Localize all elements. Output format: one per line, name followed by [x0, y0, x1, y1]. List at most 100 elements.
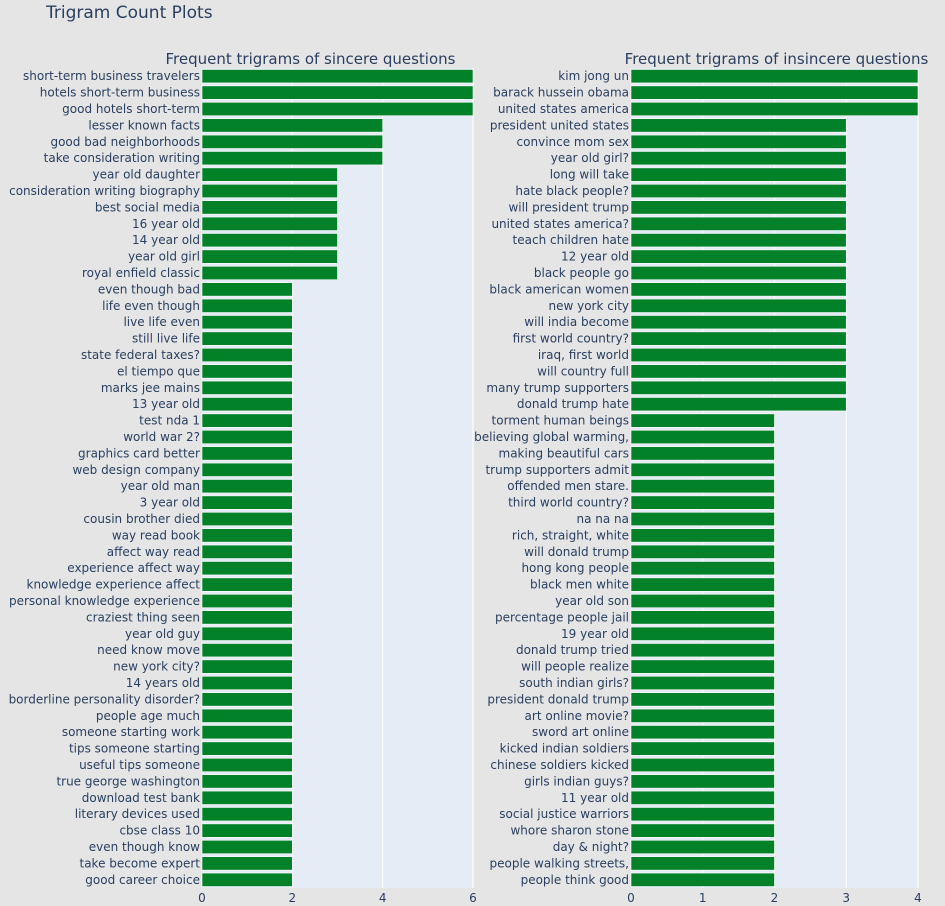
sincere-category-label: even though bad	[98, 282, 200, 296]
insincere-category-label: will donald trump	[524, 545, 629, 559]
insincere-category-label: sword art online	[532, 725, 629, 739]
insincere-bar	[630, 462, 775, 477]
insincere-bar	[630, 216, 847, 231]
sincere-bar	[201, 725, 293, 740]
insincere-category-label: will president trump	[508, 200, 629, 214]
sincere-category-label: el tiempo que	[117, 364, 200, 378]
sincere-category-label: 14 years old	[126, 676, 200, 690]
sincere-bar	[201, 479, 293, 494]
sincere-bar	[201, 741, 293, 756]
insincere-x-tick-label: 4	[914, 891, 922, 905]
sincere-x-tick-label: 4	[379, 891, 387, 905]
sincere-bar	[201, 249, 338, 264]
insincere-category-label: 19 year old	[561, 627, 629, 641]
sincere-bar	[201, 282, 293, 297]
insincere-category-label: art online movie?	[525, 709, 629, 723]
sincere-x-tick-label: 0	[198, 891, 206, 905]
sincere-category-label: people age much	[96, 709, 200, 723]
insincere-category-label: donald trump tried	[516, 643, 629, 657]
sincere-category-label: hotels short-term business	[40, 86, 200, 100]
insincere-category-label: teach children hate	[513, 233, 629, 247]
sincere-bar	[201, 265, 338, 281]
sincere-bar	[201, 708, 293, 723]
sincere-bar	[201, 364, 293, 379]
sincere-bar	[201, 626, 293, 641]
sincere-category-label: take consideration writing	[44, 151, 200, 165]
sincere-bar	[201, 511, 293, 527]
sincere-bar	[201, 429, 293, 445]
insincere-category-label: will country full	[537, 364, 629, 378]
sincere-category-label: royal enfield classic	[82, 266, 200, 280]
insincere-category-label: black people go	[534, 266, 629, 280]
insincere-category-label: donald trump hate	[517, 397, 629, 411]
insincere-category-label: united states america?	[491, 217, 629, 231]
sincere-category-label: life even though	[102, 299, 200, 313]
insincere-category-label: long will take	[550, 168, 629, 182]
sincere-x-tick-label: 6	[469, 891, 477, 905]
insincere-bar	[630, 101, 919, 117]
insincere-category-label: many trump supporters	[486, 381, 629, 395]
insincere-category-label: day & night?	[553, 840, 629, 854]
insincere-bar	[630, 413, 775, 428]
sincere-bar	[201, 331, 293, 346]
insincere-bar	[630, 446, 775, 461]
insincere-bar	[630, 528, 775, 543]
insincere-bar	[630, 692, 775, 707]
insincere-bar	[630, 167, 847, 182]
insincere-bar	[630, 200, 847, 215]
insincere-bar	[630, 774, 775, 789]
insincere-bar	[630, 118, 847, 133]
sincere-category-label: web design company	[72, 463, 200, 477]
sincere-bar	[201, 872, 293, 887]
sincere-category-label: short-term business travelers	[23, 69, 200, 83]
insincere-bar	[630, 183, 847, 199]
insincere-bar	[630, 331, 847, 346]
figure-title: Trigram Count Plots	[45, 3, 213, 23]
insincere-bar	[630, 397, 847, 412]
insincere-bar	[630, 315, 847, 330]
insincere-bar	[630, 577, 775, 592]
sincere-category-label: even though know	[89, 840, 200, 854]
insincere-bar	[630, 790, 775, 805]
insincere-bar	[630, 249, 847, 264]
sincere-category-label: new york city?	[113, 660, 200, 674]
insincere-bar	[630, 708, 775, 723]
sincere-category-label: useful tips someone	[79, 758, 200, 772]
sincere-bar	[201, 528, 293, 543]
insincere-bar	[630, 675, 775, 691]
insincere-bar	[630, 561, 775, 576]
insincere-category-label: rich, straight, white	[512, 528, 629, 542]
insincere-bar	[630, 265, 847, 281]
sincere-bar	[201, 659, 293, 674]
sincere-category-label: year old girl	[128, 250, 200, 264]
insincere-category-label: united states america	[498, 102, 629, 116]
sincere-bar	[201, 216, 338, 231]
sincere-category-label: 3 year old	[140, 496, 200, 510]
insincere-bar	[630, 757, 775, 773]
sincere-bar	[201, 85, 474, 100]
insincere-category-label: making beautiful cars	[499, 446, 629, 460]
sincere-bar	[201, 380, 293, 395]
sincere-bar	[201, 610, 293, 625]
insincere-bar	[630, 839, 775, 855]
sincere-category-label: year old daughter	[92, 168, 200, 182]
insincere-bar	[630, 495, 775, 510]
sincere-category-label: live life even	[123, 315, 200, 329]
sincere-bar	[201, 151, 383, 166]
sincere-bar	[201, 69, 474, 84]
insincere-bar	[630, 856, 775, 871]
insincere-x-ticks: 0 1 2 3 4	[627, 891, 922, 905]
insincere-category-label: president united states	[490, 118, 629, 132]
insincere-category-label: percentage people jail	[495, 610, 629, 624]
sincere-bar	[201, 446, 293, 461]
insincere-category-label: na na na	[576, 512, 629, 526]
sincere-bar	[201, 790, 293, 805]
sincere-panel-title: Frequent trigrams of sincere questions	[166, 50, 456, 68]
insincere-category-label: convince mom sex	[517, 135, 629, 149]
insincere-x-tick-label: 1	[699, 891, 707, 905]
sincere-bar	[201, 134, 383, 149]
insincere-category-label: iraq, first world	[538, 348, 629, 362]
insincere-category-label: will india become	[524, 315, 629, 329]
insincere-bar	[630, 643, 775, 658]
